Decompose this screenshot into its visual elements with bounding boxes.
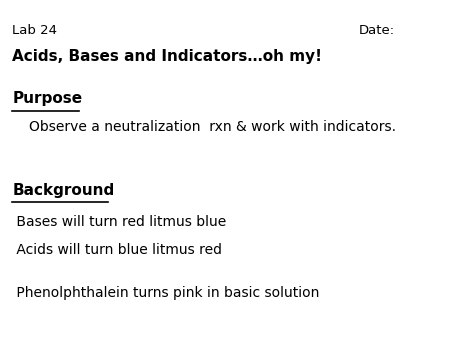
Text: Date:: Date:	[359, 24, 395, 37]
Text: Phenolphthalein turns pink in basic solution: Phenolphthalein turns pink in basic solu…	[12, 286, 319, 299]
Text: Acids, Bases and Indicators…oh my!: Acids, Bases and Indicators…oh my!	[12, 49, 322, 64]
Text: Lab 24: Lab 24	[12, 24, 57, 37]
Text: Acids will turn blue litmus red: Acids will turn blue litmus red	[12, 243, 222, 257]
Text: Purpose: Purpose	[12, 91, 82, 106]
Text: Observe a neutralization  rxn & work with indicators.: Observe a neutralization rxn & work with…	[28, 120, 396, 134]
Text: Bases will turn red litmus blue: Bases will turn red litmus blue	[12, 215, 226, 228]
Text: Background: Background	[12, 183, 114, 197]
